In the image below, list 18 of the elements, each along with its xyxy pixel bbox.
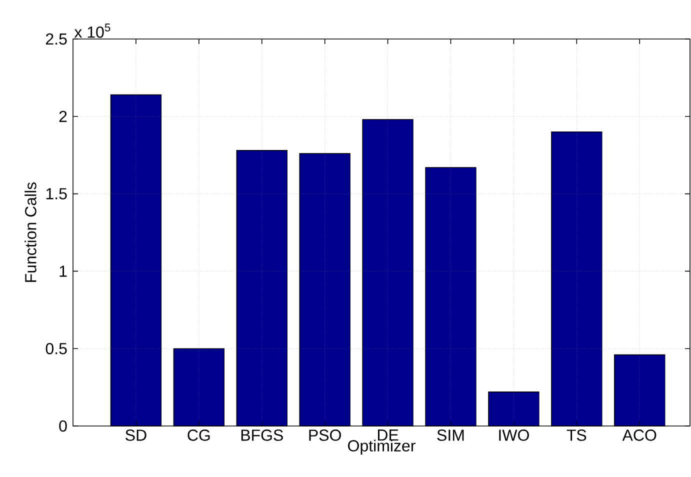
text: x 10$^{5}$ xyxy=(74,24,110,38)
x-axis-title: Optimizer xyxy=(348,440,416,455)
x-tick-label: BFGS xyxy=(241,430,283,441)
x-tick-label: SD xyxy=(126,430,146,441)
y-tick-label: 2 xyxy=(59,110,67,122)
y-tick-label: 0.5 xyxy=(46,342,67,354)
x-tick-label: CG xyxy=(188,430,210,441)
y-tick-label: 2.5 xyxy=(46,33,67,45)
x-tick-label: DE xyxy=(378,430,398,441)
y-tick-label: 0 xyxy=(59,420,67,432)
y-axis-title: Function Calls xyxy=(24,182,36,282)
y-tick-label: 1.5 xyxy=(46,188,67,200)
y-tick-label: 1 xyxy=(60,266,67,277)
x-tick-label: TS xyxy=(566,430,586,441)
x-tick-label: PSO xyxy=(309,430,341,441)
x-tick-label: SIM xyxy=(437,430,464,441)
x-tick-label: ACO xyxy=(622,430,656,441)
x-tick-label: IWO xyxy=(499,430,529,441)
